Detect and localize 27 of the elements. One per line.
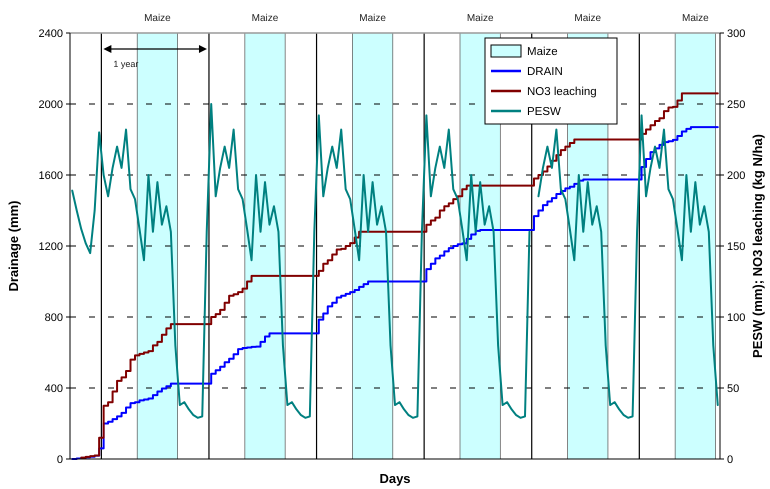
y-tick-label: 400 [44, 383, 63, 395]
x-axis-title: Days [379, 471, 411, 486]
legend-label: DRAIN [527, 66, 563, 78]
y2-tick-label: 300 [727, 28, 746, 40]
y2-tick-label: 150 [727, 241, 746, 253]
text: Maize [682, 13, 710, 24]
y-tick-label: 1200 [38, 241, 63, 253]
text: Maize [252, 13, 279, 24]
legend-label: PESW [527, 106, 562, 118]
y2-tick-label: 0 [727, 454, 734, 466]
y-tick-label: 2400 [38, 28, 63, 40]
y2-axis-title: PESW (mm); NO3 leaching (kg N/ha) [750, 134, 765, 358]
y2-tick-label: 100 [727, 312, 746, 324]
y-axis-title: Drainage (mm) [6, 200, 21, 292]
legend-label: NO3 leaching [527, 86, 597, 98]
y2-tick-label: 200 [727, 170, 746, 182]
text: Maize [144, 13, 172, 24]
y-tick-label: 800 [44, 312, 63, 324]
y2-tick-label: 250 [727, 99, 746, 111]
y-tick-label: 1600 [38, 170, 63, 182]
text: Maize [574, 13, 602, 24]
y-tick-label: 2000 [38, 99, 63, 111]
legend-label: Maize [527, 46, 558, 58]
y-tick-label: 0 [56, 454, 63, 466]
text: Maize [466, 13, 494, 24]
text: Maize [359, 13, 386, 24]
y2-tick-label: 50 [727, 383, 740, 395]
